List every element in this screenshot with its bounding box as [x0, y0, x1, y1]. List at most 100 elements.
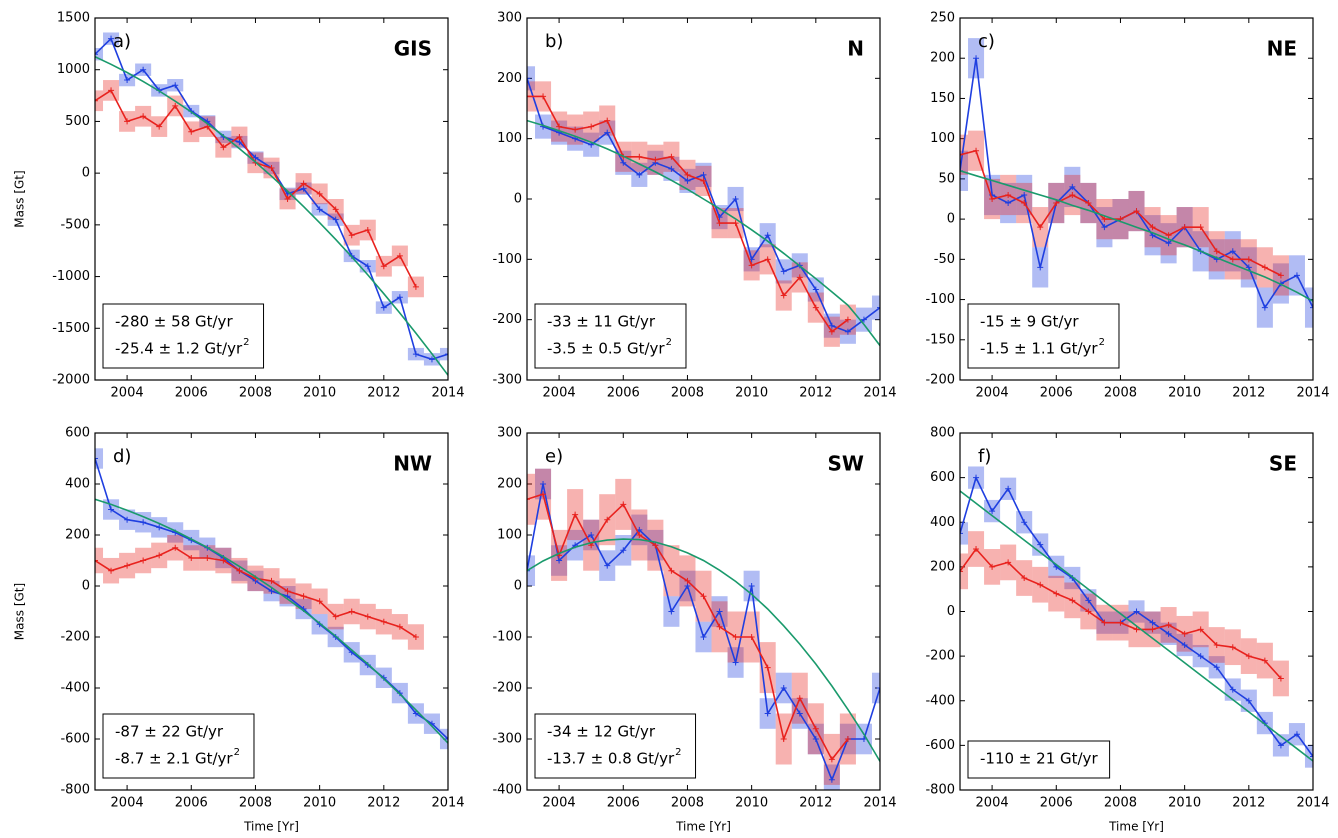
y-tick-label: -2000: [52, 373, 90, 388]
plot-area: [960, 466, 1313, 768]
series-line: [95, 498, 448, 744]
point-marker: [1261, 304, 1268, 311]
point-marker: [716, 220, 723, 227]
y-tick-label: -500: [60, 217, 90, 232]
x-tick-label: 2014: [1296, 386, 1329, 401]
point-marker: [124, 77, 131, 84]
error-band: [960, 150, 969, 191]
point-marker: [95, 557, 98, 564]
region-title: N: [847, 37, 864, 61]
y-tick-label: -800: [60, 783, 90, 798]
point-marker: [636, 532, 643, 538]
point-marker: [877, 685, 880, 691]
point-marker: [1085, 597, 1092, 604]
region-title: SW: [828, 452, 864, 476]
point-marker: [796, 274, 803, 281]
error-band: [95, 547, 104, 574]
point-marker: [973, 474, 980, 481]
point-marker: [1261, 657, 1268, 664]
point-marker: [700, 634, 707, 640]
point-marker: [1197, 224, 1204, 231]
x-tick-label: 2006: [607, 796, 640, 811]
point-marker: [332, 206, 339, 213]
point-marker: [1213, 641, 1220, 648]
y-tick-label: 150: [930, 91, 955, 106]
point-marker: [412, 634, 419, 640]
point-marker: [636, 171, 643, 178]
x-tick-label: 2004: [111, 386, 144, 401]
point-marker: [1229, 256, 1236, 263]
error-band: [527, 473, 536, 525]
point-marker: [1021, 519, 1028, 526]
region-title: NW: [393, 452, 432, 476]
plot-area: [527, 66, 880, 347]
y-tick-label: -200: [492, 681, 522, 696]
y-tick-label: 200: [497, 71, 522, 86]
point-marker: [572, 126, 579, 133]
point-marker: [380, 618, 387, 625]
error-band: [439, 347, 448, 361]
point-marker: [220, 557, 227, 564]
point-marker: [1005, 485, 1012, 492]
annotation-text: -280 ± 58 Gt/yr: [115, 313, 233, 331]
point-marker: [588, 532, 595, 538]
x-axis-label: Time [Yr]: [675, 820, 731, 834]
point-marker: [1213, 248, 1220, 255]
point-marker: [527, 567, 530, 574]
point-marker: [1005, 191, 1012, 198]
point-marker: [300, 180, 307, 187]
panel-label: e): [545, 446, 563, 467]
x-tick-label: 2014: [431, 796, 464, 811]
series-line: [960, 490, 1313, 762]
point-marker: [412, 283, 419, 290]
y-tick-label: -1000: [52, 269, 90, 284]
panel: -300 -200 -100 0 100 200 300 2004 2006 2008 2010 20…: [492, 11, 896, 401]
y-tick-label: 200: [65, 528, 90, 543]
point-marker: [844, 328, 851, 335]
point-marker: [620, 501, 627, 508]
point-marker: [1117, 619, 1124, 626]
point-marker: [284, 196, 291, 202]
point-marker: [140, 113, 147, 120]
x-tick-label: 2010: [735, 386, 768, 401]
x-tick-label: 2004: [976, 386, 1009, 401]
y-tick-label: -400: [60, 681, 90, 696]
panel: -200 -150 -100 -50 0 50 100 150 200 250 2004 2006 20…: [925, 11, 1329, 401]
annotation-text: -34 ± 12 Gt/yr: [547, 723, 656, 741]
plot-area: [527, 468, 880, 790]
point-marker: [1069, 191, 1076, 198]
point-marker: [684, 577, 691, 584]
error-band: [95, 448, 104, 469]
point-marker: [732, 196, 739, 202]
point-marker: [412, 351, 419, 358]
point-marker: [380, 304, 387, 311]
y-tick-label: 300: [497, 11, 522, 26]
error-band: [527, 555, 536, 586]
point-marker: [668, 153, 675, 160]
point-marker: [1229, 686, 1236, 693]
point-marker: [572, 511, 579, 518]
point-marker: [108, 35, 115, 42]
y-tick-label: -200: [925, 373, 955, 388]
y-tick-label: -200: [925, 649, 955, 664]
point-marker: [316, 598, 323, 605]
x-tick-label: 2004: [111, 796, 144, 811]
point-marker: [1165, 232, 1172, 239]
point-marker: [732, 659, 739, 666]
point-marker: [780, 736, 787, 742]
x-tick-label: 2008: [1104, 796, 1137, 811]
y-tick-label: 0: [514, 192, 522, 207]
panel: -800 -600 -400 -200 0 200 400 600 2004 2006 2008 20…: [13, 426, 465, 834]
point-marker: [236, 133, 243, 140]
point-marker: [700, 177, 707, 184]
x-tick-label: 2004: [543, 386, 576, 401]
point-marker: [300, 593, 307, 600]
point-marker: [652, 156, 659, 163]
point-marker: [540, 491, 547, 498]
point-marker: [1037, 224, 1044, 231]
point-marker: [828, 322, 835, 329]
series-line: [95, 55, 448, 376]
y-tick-label: 1500: [57, 11, 90, 26]
annotation-text: -15 ± 9 Gt/yr: [980, 313, 1079, 331]
